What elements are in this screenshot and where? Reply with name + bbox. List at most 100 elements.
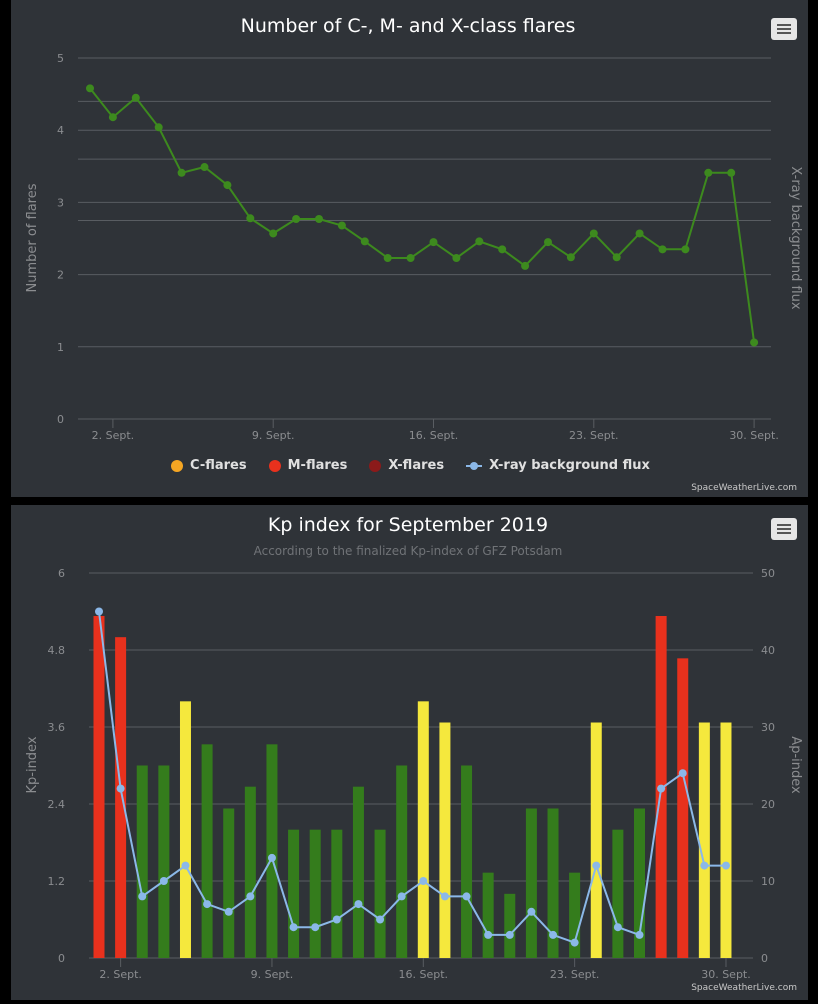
ap-data-point	[700, 861, 709, 870]
kp-y-tick-label: 6	[58, 567, 65, 580]
kp-bar	[634, 808, 645, 958]
ap-data-point	[440, 892, 449, 901]
kp-y-tick-label: 2.4	[48, 798, 66, 811]
ap-y-tick-label: 30	[761, 721, 775, 734]
ap-data-point	[224, 907, 233, 916]
flux-data-point	[360, 237, 369, 246]
kp-y-tick-label: 3.6	[48, 721, 66, 734]
flux-data-point	[406, 253, 415, 262]
ap-data-point	[203, 900, 212, 909]
flares-y-tick-label: 5	[57, 52, 64, 65]
kp-bar	[396, 765, 408, 958]
kp-bar	[266, 744, 278, 958]
legend-label-c-flares: C-flares	[190, 458, 247, 473]
ap-data-point	[181, 861, 190, 870]
ap-y-tick-label: 50	[761, 567, 775, 580]
ap-data-point	[613, 923, 622, 932]
flux-data-point	[475, 237, 484, 246]
kp-x-tick-label: 30. Sept.	[701, 968, 751, 981]
flux-data-point	[177, 168, 186, 177]
ap-data-point	[592, 861, 601, 870]
flux-data-point	[750, 338, 759, 347]
legend-label-x-flares: X-flares	[388, 458, 445, 473]
flares-chart-menu-button[interactable]	[771, 18, 797, 40]
kp-bar	[547, 808, 559, 958]
ap-data-point	[159, 877, 168, 885]
legend-item-xray-flux[interactable]: X-ray background flux	[466, 458, 650, 473]
flares-x-tick-label: 9. Sept.	[252, 429, 295, 442]
flux-data-point	[498, 245, 507, 254]
flux-data-point	[246, 214, 255, 223]
kp-bar	[352, 786, 364, 958]
flux-data-point	[131, 93, 140, 102]
kp-y-tick-label: 1.2	[48, 875, 66, 888]
kp-bar	[569, 872, 581, 958]
kp-bar	[201, 744, 213, 958]
flux-data-point	[383, 253, 392, 262]
ap-data-point	[311, 923, 320, 932]
kp-chart-panel: Kp index for September 2019 According to…	[11, 505, 808, 1000]
flux-data-point	[727, 168, 736, 177]
flux-data-point	[566, 253, 575, 262]
kp-bar	[525, 808, 537, 958]
kp-chart-menu-button[interactable]	[771, 518, 797, 540]
flux-data-point	[589, 229, 598, 238]
flares-y-tick-label: 4	[57, 124, 64, 137]
ap-y-tick-label: 10	[761, 875, 775, 888]
kp-bar	[417, 701, 429, 958]
ap-data-point	[419, 877, 428, 885]
kp-chart: Kp index for September 2019 According to…	[25, 514, 803, 981]
kp-credit-link[interactable]: SpaceWeatherLive.com	[691, 983, 797, 993]
flux-data-point	[429, 238, 438, 247]
flares-credit-link[interactable]: SpaceWeatherLive.com	[691, 483, 797, 493]
kp-bar	[244, 786, 256, 958]
kp-bar	[374, 829, 386, 958]
kp-bar	[461, 765, 473, 958]
ap-data-point	[397, 892, 406, 901]
kp-y-tick-label: 4.8	[48, 644, 66, 657]
flux-data-point	[86, 84, 94, 93]
ap-data-point	[138, 892, 147, 901]
ap-data-point	[484, 930, 493, 939]
ap-data-point	[549, 930, 558, 939]
flux-data-point	[269, 229, 278, 238]
flux-data-point	[612, 253, 621, 262]
kp-bar	[677, 658, 689, 958]
ap-data-point	[246, 892, 255, 901]
flares-y-tick-label: 2	[57, 269, 64, 282]
flux-data-point	[154, 123, 163, 132]
legend-item-x-flares[interactable]: X-flares	[369, 458, 444, 473]
kp-y-tick-label: 0	[58, 952, 65, 965]
flares-x-tick-label: 30. Sept.	[729, 429, 779, 442]
ap-data-point	[267, 853, 276, 862]
kp-bar	[288, 829, 300, 958]
flux-data-point	[521, 261, 530, 270]
ap-data-point	[116, 784, 125, 793]
legend-item-m-flares[interactable]: M-flares	[268, 458, 347, 473]
ap-y-tick-label: 40	[761, 644, 775, 657]
flux-data-point	[108, 113, 117, 122]
ap-data-point	[289, 923, 298, 932]
flares-y-axis-label: Number of flares	[25, 183, 40, 292]
flux-data-point	[704, 168, 713, 177]
flux-data-point	[635, 229, 644, 238]
flares-chart: Number of C-, M- and X-class flares Numb…	[25, 15, 803, 442]
legend-item-c-flares[interactable]: C-flares	[171, 458, 247, 473]
flares-chart-title: Number of C-, M- and X-class flares	[241, 15, 576, 37]
kp-bar	[158, 765, 170, 958]
ap-data-point	[462, 892, 471, 901]
ap-data-point	[505, 930, 514, 939]
flux-data-point	[337, 221, 346, 230]
kp-bar	[698, 722, 710, 958]
kp-bar	[309, 829, 321, 958]
flux-data-point	[658, 245, 667, 254]
x-flares-marker-icon	[369, 459, 382, 472]
flares-y-tick-label: 0	[57, 413, 64, 426]
kp-bar	[612, 829, 624, 958]
kp-bar	[223, 808, 235, 958]
xray-flux-marker-icon	[466, 461, 483, 470]
kp-bar	[115, 637, 127, 958]
ap-data-point	[635, 930, 644, 939]
flux-data-point	[200, 163, 209, 172]
flux-data-point	[544, 238, 552, 247]
